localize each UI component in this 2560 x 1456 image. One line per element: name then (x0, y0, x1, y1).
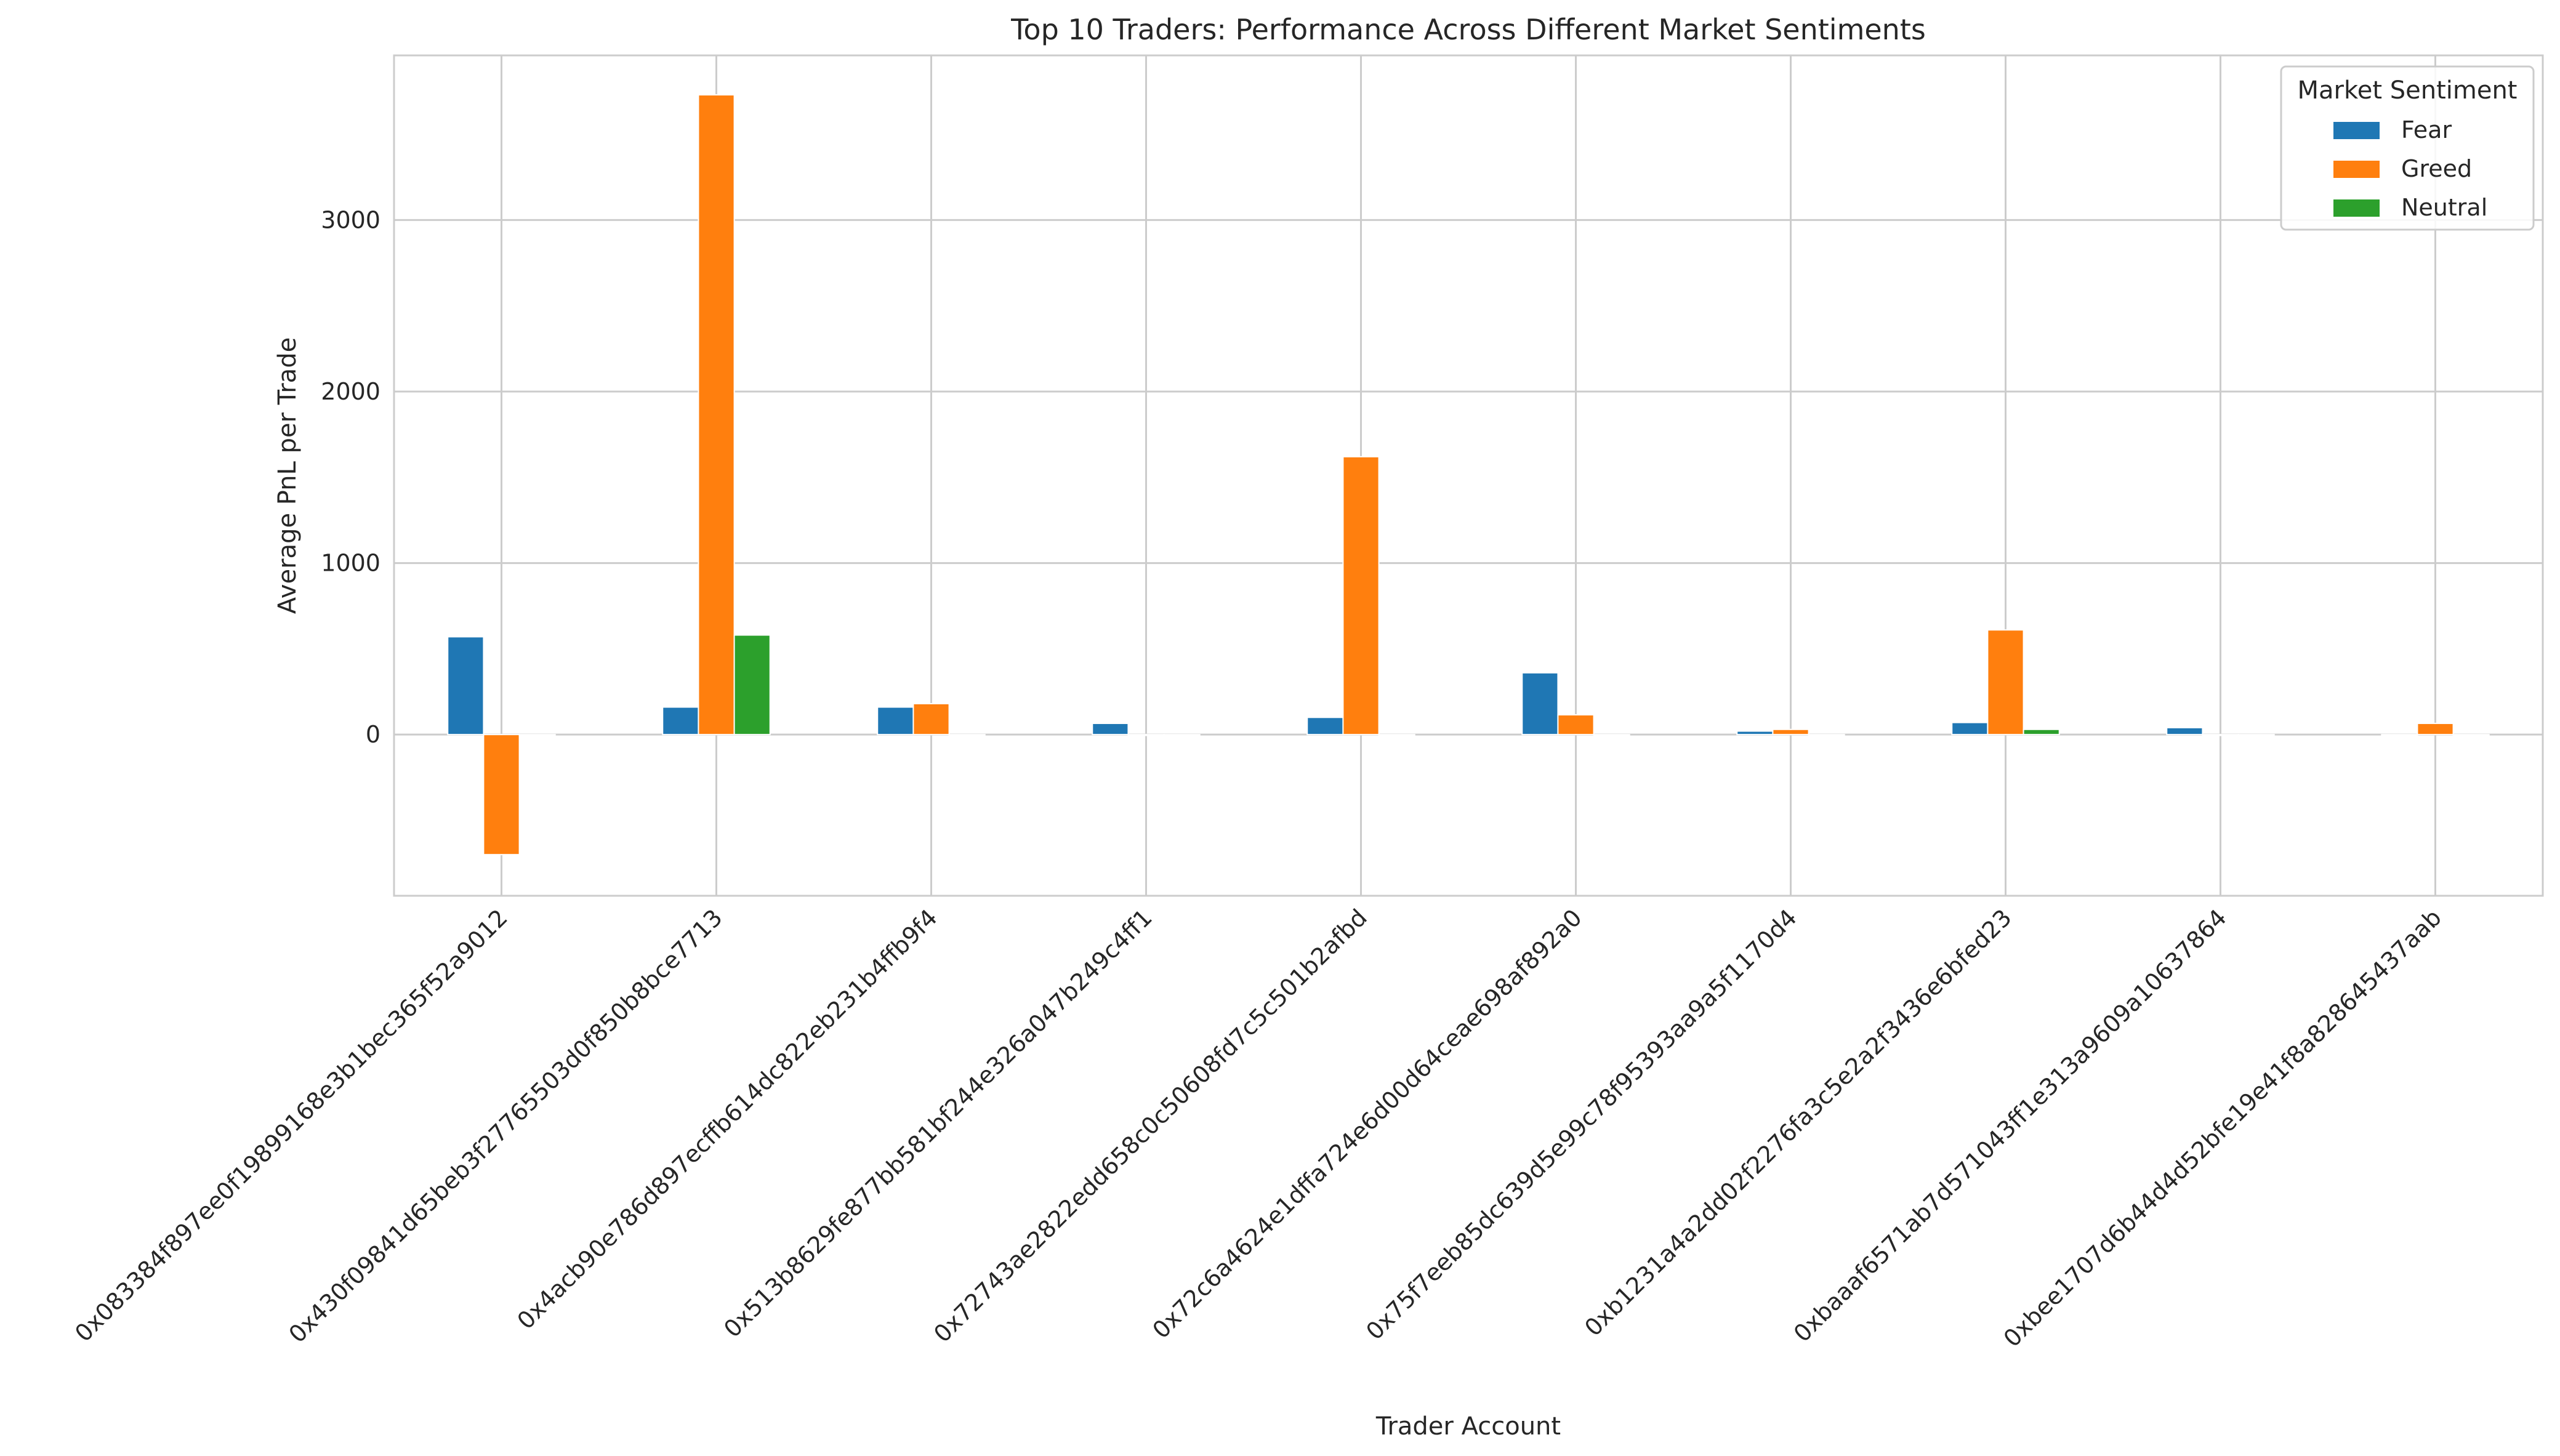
bar-greed-9 (2417, 723, 2454, 736)
bar-greed-4 (1342, 456, 1380, 736)
bar-fear-2 (877, 706, 914, 736)
bar-fear-3 (1092, 723, 1129, 736)
bar-greed-5 (1557, 714, 1595, 736)
legend-items: Fear Greed Neutral (2333, 116, 2487, 221)
plot-frame (393, 54, 2544, 897)
bar-greed-0 (483, 734, 520, 856)
bar-neutral-7 (2023, 728, 2060, 736)
bar-neutral-5 (1593, 734, 1630, 736)
legend-swatch-fear (2333, 122, 2380, 139)
legend-title: Market Sentiment (2298, 76, 2518, 105)
bar-greed-1 (698, 94, 735, 736)
bar-neutral-6 (1808, 734, 1845, 736)
bar-greed-7 (1987, 629, 2024, 736)
legend-swatch-greed (2333, 161, 2380, 178)
bar-fear-8 (2166, 727, 2204, 736)
bar-greed-6 (1772, 728, 1809, 736)
bar-fear-9 (2381, 734, 2418, 736)
bar-fear-6 (1736, 730, 1774, 736)
y-tick-label: 3000 (321, 206, 380, 233)
legend: Market Sentiment Fear Greed Neutral (2280, 65, 2535, 231)
y-ticks: 0 1000 2000 3000 (321, 206, 380, 748)
bar-neutral-4 (1378, 734, 1415, 736)
legend-label-neutral: Neutral (2401, 194, 2487, 221)
bar-fear-5 (1521, 672, 1559, 736)
y-tick-label: 1000 (321, 550, 380, 577)
bar-greed-2 (912, 703, 950, 736)
legend-box (2280, 65, 2535, 231)
bar-neutral-8 (2237, 734, 2275, 736)
y-tick-label: 2000 (321, 378, 380, 405)
bar-greed-8 (2202, 734, 2239, 736)
bar-fear-7 (1951, 722, 1989, 736)
y-tick-label: 0 (366, 721, 380, 748)
bar-greed-3 (1127, 734, 1165, 736)
x-axis-label: Trader Account (1375, 1412, 1561, 1441)
grid-layer (394, 55, 2543, 896)
legend-label-fear: Fear (2401, 116, 2452, 143)
bar-neutral-0 (518, 734, 556, 736)
bar-fear-4 (1306, 717, 1344, 736)
bar-neutral-9 (2452, 734, 2490, 736)
bar-fear-0 (447, 636, 485, 736)
legend-swatch-neutral (2333, 199, 2380, 217)
bar-neutral-3 (1163, 734, 1201, 736)
bar-fear-1 (662, 706, 699, 736)
chart-title: Top 10 Traders: Performance Across Diffe… (1010, 13, 1926, 46)
bar-neutral-2 (948, 734, 986, 736)
legend-label-greed: Greed (2401, 155, 2472, 182)
y-axis-label: Average PnL per Trade (273, 337, 302, 614)
bars-layer (447, 94, 2490, 856)
bar-neutral-1 (733, 634, 771, 736)
